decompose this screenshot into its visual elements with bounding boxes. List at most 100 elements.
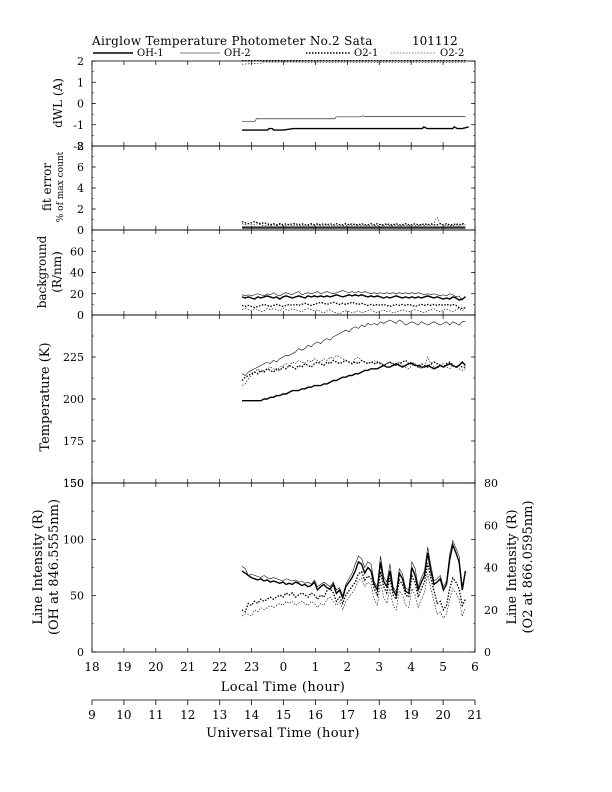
line_intensity-y2tick-label: 60	[484, 519, 498, 532]
line_intensity-y2tick-label: 20	[484, 604, 498, 617]
line_intensity-ytick-label: 150	[63, 477, 84, 490]
background-series-oh-2	[241, 290, 466, 301]
local-time-tick-label: 22	[212, 660, 227, 674]
local-time-tick-label: 4	[407, 660, 415, 674]
local-time-tick-label: 2	[344, 660, 352, 674]
line_intensity-ytick-label: 150	[63, 477, 84, 490]
fit_error-ytick-label: 8	[77, 140, 84, 153]
temperature-ytick-label: 225	[63, 351, 84, 364]
dwl-ylabel: dWL (A)	[51, 78, 65, 128]
universal-time-axis: 9 10 11 12 13 14 15 16 17 18 19 20 21	[88, 700, 483, 722]
temperature-series-oh-2	[241, 319, 466, 376]
fit_error-series-o2-2	[241, 216, 466, 227]
date-code: 101112	[412, 34, 458, 48]
dwl-series-o2-2	[241, 61, 466, 65]
legend-label-oh-1: OH-1	[137, 48, 164, 59]
universal-time-tick-label: 15	[276, 708, 291, 722]
temperature-series-o2-1	[241, 359, 466, 381]
universal-time-tick-label: 13	[212, 708, 227, 722]
legend: OH-1 OH-2 O2-1 O2-2	[93, 48, 464, 59]
legend-label-o2-2: O2-2	[440, 48, 464, 59]
temperature-ytick-label: 175	[63, 435, 84, 448]
temperature-series-oh-1	[242, 360, 466, 402]
line_intensity-y2tick-label: 0	[484, 646, 491, 659]
line_intensity-series-oh-2	[241, 539, 466, 597]
dwl-ytick-label: 1	[77, 76, 84, 89]
universal-time-tick-label: 16	[308, 708, 323, 722]
intensity-y2label: Line Intensity (R)	[505, 509, 520, 624]
temperature-frame	[91, 314, 476, 484]
dwl-ytick-label: 0	[77, 98, 84, 111]
background-series-o2-2	[241, 307, 466, 315]
local-time-axis: 18 19 20 21 22 23 0 1 2 3 4 5 6	[84, 660, 478, 674]
universal-time-tick-label: 10	[116, 708, 131, 722]
intensity-ylabel: Line Intensity (R)	[31, 509, 46, 624]
local-time-label: Local Time (hour)	[221, 680, 346, 695]
local-time-tick-label: 21	[180, 660, 195, 674]
dwl-series-oh-1	[242, 126, 469, 131]
fit_error-ytick-label: 6	[77, 161, 84, 174]
dwl-ytick-label: -2	[73, 140, 84, 153]
background-frame	[91, 229, 476, 316]
line_intensity-ytick-label: 50	[70, 590, 84, 603]
legend-label-oh-2: OH-2	[224, 48, 251, 59]
local-time-tick-label: 0	[280, 660, 288, 674]
fit_error-ytick-label: 0	[77, 224, 84, 237]
temperature-ytick-label: 200	[63, 393, 84, 406]
universal-time-tick-label: 17	[340, 708, 355, 722]
background-ylabel-2: (R/nm)	[50, 251, 64, 293]
line_intensity-ytick-label: 0	[77, 646, 84, 659]
fit_error-series-o2-1	[241, 220, 466, 226]
local-time-tick-label: 19	[116, 660, 131, 674]
universal-time-tick-label: 21	[467, 708, 482, 722]
line_intensity-series-oh-1	[241, 542, 467, 601]
temperature-series-o2-2	[241, 354, 466, 386]
temperature-ylabel: Temperature (K)	[38, 342, 53, 451]
universal-time-tick-label: 12	[180, 708, 195, 722]
panel-background: 0 20 40 60	[70, 229, 476, 322]
universal-time-tick-label: 11	[148, 708, 163, 722]
fit_error-ytick-label: 2	[77, 203, 84, 216]
universal-time-label: Universal Time (hour)	[206, 726, 360, 741]
background-series-o2-1	[241, 301, 466, 310]
background-ylabel: background	[35, 235, 49, 308]
background-series-oh-1	[241, 294, 466, 301]
fit_error-ytick-label: 4	[77, 182, 84, 195]
local-time-tick-label: 6	[471, 660, 479, 674]
fit-error-ylabel-2: % of max count	[56, 151, 66, 222]
legend-label-o2-1: O2-1	[354, 48, 378, 59]
dwl-frame	[91, 60, 476, 147]
universal-time-tick-label: 19	[404, 708, 419, 722]
line_intensity-series-o2-2	[241, 573, 466, 619]
panel-dwl: -2 -1 0 1 2	[73, 55, 476, 153]
intensity-y2label-2: (O2 at 866.0595nm)	[521, 500, 536, 633]
figure-title: Airglow Temperature Photometer No.2 Sata	[91, 34, 373, 48]
universal-time-tick-label: 20	[435, 708, 450, 722]
universal-time-tick-label: 14	[244, 708, 260, 722]
background-ytick-label: 20	[70, 288, 84, 301]
fit-error-ylabel: fit error	[40, 163, 54, 211]
local-time-tick-label: 23	[244, 660, 259, 674]
dwl-ytick-label: 2	[77, 55, 84, 68]
background-ytick-label: 60	[70, 245, 84, 258]
background-ytick-label: 0	[77, 309, 84, 322]
line_intensity-frame	[91, 482, 476, 653]
local-time-tick-label: 1	[312, 660, 320, 674]
universal-time-tick-label: 18	[372, 708, 387, 722]
line_intensity-ytick-label: 100	[63, 533, 84, 546]
intensity-ylabel-2: (OH at 846.5555nm)	[47, 499, 62, 635]
dwl-series-oh-2	[242, 115, 466, 122]
line_intensity-y2tick-label: 80	[484, 477, 498, 490]
local-time-tick-label: 5	[439, 660, 447, 674]
universal-time-tick-label: 9	[88, 708, 96, 722]
panel-temperature: 175 200 225	[63, 314, 476, 484]
local-time-tick-label: 18	[84, 660, 99, 674]
line_intensity-series-o2-1	[241, 563, 466, 613]
fit_error-frame	[91, 145, 476, 231]
background-ytick-label: 40	[70, 267, 84, 280]
line_intensity-y2tick-label: 40	[484, 562, 498, 575]
panel-fit_error: 0 2 4 6 8	[77, 140, 476, 237]
chart-panels: -2-1012024680204060175200225050100150150…	[63, 55, 498, 659]
